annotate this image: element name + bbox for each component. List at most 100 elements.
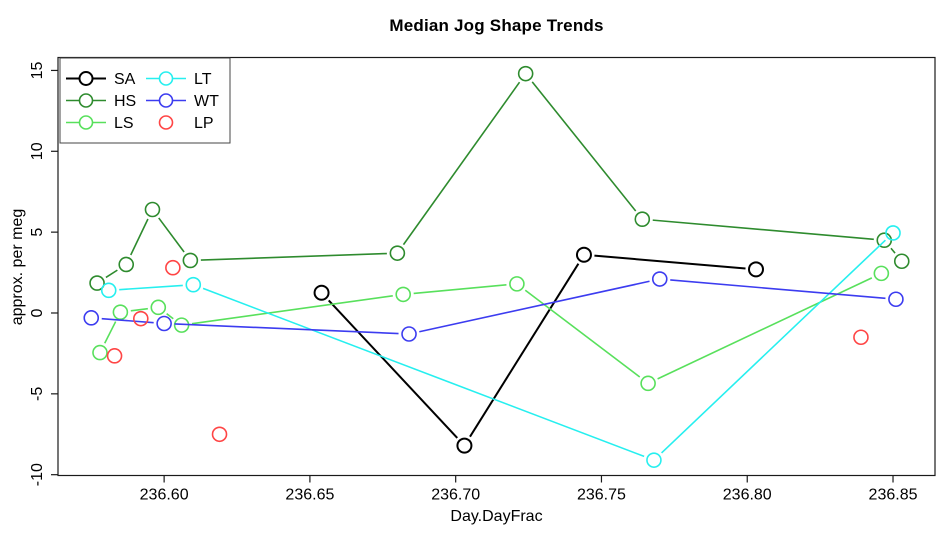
series-LS-point — [150, 299, 167, 316]
series-SA-point — [456, 437, 473, 454]
series-HS-segment — [130, 218, 149, 256]
series-SA-point — [313, 284, 330, 301]
legend-marker-WT — [158, 93, 174, 108]
series-HS-segment — [200, 252, 387, 261]
y-tick-label: 10 — [29, 142, 46, 160]
series-WT-point — [651, 271, 668, 287]
series-LS-segment — [104, 321, 117, 344]
series-LS-segment — [524, 289, 641, 378]
series-WT-segment — [174, 323, 399, 335]
series-SA-point — [747, 261, 764, 278]
series-LT — [100, 225, 901, 468]
legend-label-HS: HS — [114, 93, 136, 110]
series-LS-point — [112, 304, 129, 320]
legend-entry-HS: HS — [66, 93, 136, 110]
series-LS-point — [873, 265, 890, 282]
series-HS-point — [389, 245, 406, 261]
x-tick-label: 236.70 — [431, 487, 480, 504]
series-LT-point — [185, 276, 202, 293]
series-HS-point — [89, 275, 105, 291]
series-LP-point — [165, 259, 181, 276]
series-HS-segment — [402, 81, 521, 246]
series-LT-point — [646, 452, 662, 468]
series-LT-segment — [661, 239, 886, 454]
series-HS-point — [118, 256, 135, 273]
legend-label-LP: LP — [194, 115, 214, 132]
series-LP-point — [133, 310, 149, 327]
series-LS-point — [509, 276, 525, 292]
legend-entry-LP: LP — [158, 115, 214, 132]
x-tick-label: 236.65 — [285, 487, 334, 504]
x-tick-label: 236.85 — [869, 487, 918, 504]
y-tick-label: 15 — [29, 61, 46, 79]
x-tick-label: 236.80 — [723, 487, 772, 504]
series-SA-segment — [469, 263, 580, 438]
y-axis: -10 -5 0 5 10 15 — [29, 61, 58, 486]
legend-entry-LS: LS — [66, 115, 134, 132]
series-WT-point — [888, 291, 904, 308]
legend-label-LT: LT — [194, 71, 212, 88]
series-LP-point — [853, 329, 869, 346]
series-WT-point — [83, 310, 100, 326]
legend-label-SA: SA — [114, 71, 136, 88]
series-HS — [89, 65, 910, 291]
series-LS-point — [395, 286, 412, 303]
y-tick-label: 5 — [29, 228, 46, 237]
legend-entry-WT: WT — [146, 93, 219, 110]
series-SA — [313, 246, 764, 454]
series-WT-segment — [670, 279, 886, 300]
series-HS-segment — [652, 219, 874, 241]
series-SA-segment — [328, 299, 458, 439]
series-HS-segment — [890, 247, 896, 254]
series-WT-segment — [101, 317, 154, 324]
series-LS-point — [640, 375, 656, 392]
series-HS-point — [144, 201, 161, 218]
series-WT-point — [401, 326, 417, 342]
series-HS-segment — [158, 217, 185, 253]
y-tick-label: 0 — [29, 308, 46, 317]
legend-marker-LT — [158, 71, 174, 86]
series-LT-segment — [202, 287, 645, 458]
y-axis-label: approx. per meg — [9, 208, 26, 326]
series-SA-segment — [594, 254, 746, 270]
series-HS-segment — [105, 269, 118, 279]
series-LS-segment — [413, 284, 507, 295]
series-LS-segment — [166, 313, 174, 320]
plot-box — [57, 56, 936, 477]
series-HS-point — [517, 65, 534, 82]
x-tick-label: 236.75 — [577, 487, 626, 504]
legend-marker-LP — [158, 115, 174, 130]
series-WT — [83, 271, 904, 342]
series-LS-segment — [657, 277, 873, 380]
legend: SA HS LS LT WT LP — [59, 57, 231, 144]
legend-label-WT: WT — [194, 93, 219, 110]
x-axis: 236.60 236.65 236.70 236.75 236.80 236.85 — [140, 475, 918, 504]
legend-label-LS: LS — [114, 115, 134, 132]
series-LT-point — [100, 282, 117, 299]
series-LS-segment — [130, 307, 148, 312]
series-LS-segment — [191, 295, 393, 325]
series-HS-point — [634, 211, 651, 228]
y-tick-label: -10 — [29, 463, 46, 486]
x-axis-label: Day.DayFrac — [450, 508, 543, 525]
series-LP-point — [211, 426, 228, 443]
series-HS-point — [893, 253, 910, 270]
legend-marker-HS — [78, 93, 94, 108]
series-LP-point — [106, 348, 123, 364]
series-LT-point — [885, 225, 901, 241]
chart-title: Median Jog Shape Trends — [389, 16, 604, 35]
x-tick-label: 236.60 — [140, 487, 189, 504]
series-LT-segment — [119, 284, 183, 291]
series-WT-segment — [419, 280, 650, 333]
series-WT-point — [156, 315, 172, 332]
y-tick-label: -5 — [29, 387, 46, 401]
series-LS-point — [92, 344, 108, 361]
series-LS — [92, 265, 890, 392]
series-HS-segment — [531, 81, 637, 212]
legend-entry-SA: SA — [66, 71, 136, 88]
series-SA-point — [575, 246, 592, 263]
series-HS-point — [182, 252, 199, 269]
legend-marker-LS — [78, 115, 94, 130]
